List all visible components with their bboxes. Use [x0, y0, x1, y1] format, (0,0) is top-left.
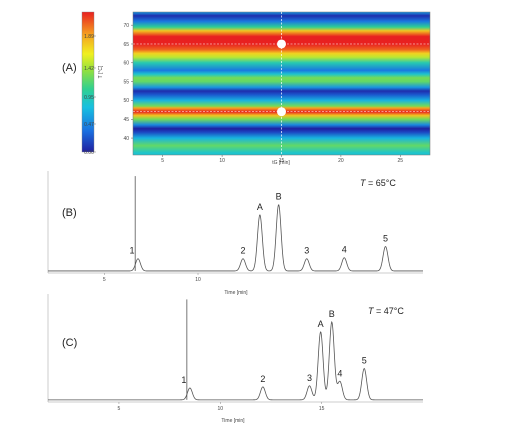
x-tick-label: 10 — [218, 406, 224, 412]
x-tick-label: 15 — [319, 406, 325, 412]
chromatogram-c: 5 10 15 1 2 3 AB 4 5 — [47, 294, 423, 412]
panel-a: (A) 1.89 1.42 0.95 0.47 0.00 40 45 50 55 60 65 70 5… — [62, 11, 431, 166]
colorbar-tick-label: 1.89 — [84, 34, 94, 40]
peak-label: 1 — [181, 375, 186, 385]
panel-c: (C) 5 10 15 1 2 3 AB 4 5 Time [min] T = 47°C — [47, 294, 423, 424]
panel-c-label: (C) — [62, 337, 77, 349]
temp-var-b: T — [360, 178, 367, 188]
chromatogram-c-annotation: T = 47°C — [368, 306, 404, 316]
signal-trace — [48, 204, 423, 272]
peak-label: A — [318, 319, 324, 329]
heatmap-xtick-label: 15 — [279, 158, 285, 164]
temp-value-c: = 47°C — [374, 306, 405, 316]
heatmap-ytick-label: 70 — [123, 23, 129, 29]
temp-var-c: T — [368, 306, 375, 316]
chromatogram-b-annotation: T = 65°C — [360, 178, 396, 188]
heatmap-ytick-label: 45 — [123, 117, 129, 123]
colorbar-tick-label: 0.95 — [84, 95, 94, 101]
signal-trace — [48, 320, 423, 401]
chromatogram-c-xlabel: Time [min] — [221, 418, 245, 424]
optimum-marker — [277, 107, 286, 117]
peak-label: B — [329, 309, 335, 319]
heatmap-xtick-label: 25 — [398, 158, 404, 164]
heatmap-ytick-label: 60 — [123, 61, 129, 67]
x-tick-label: 5 — [118, 406, 121, 412]
panel-a-label: (A) — [62, 62, 77, 74]
colorbar-tick-label: 0.00 — [84, 150, 94, 156]
heatmap-xtick-label: 10 — [219, 158, 225, 164]
panel-b-label: (B) — [62, 207, 77, 219]
heatmap-xlabel: tG [min] — [272, 160, 290, 166]
peak-label: 5 — [383, 233, 388, 243]
peak-label: 4 — [342, 245, 347, 255]
heatmap-xtick-label: 5 — [161, 158, 164, 164]
panel-b: (B) 5 10 1 2 A B 3 4 5 Time [min] T = 65°C — [47, 171, 423, 296]
peak-label: B — [276, 192, 282, 202]
peak-label: 4 — [337, 368, 342, 378]
peak-label: 1 — [129, 246, 134, 256]
heatmap-ylabel: T [°C] — [98, 65, 104, 78]
peak-label: 3 — [307, 373, 312, 383]
peak-label: A — [257, 202, 263, 212]
x-tick-label: 5 — [103, 277, 106, 283]
colorbar-ticks: 1.89 1.42 0.95 0.47 0.00 — [84, 34, 96, 156]
heatmap-ytick-label: 65 — [123, 42, 129, 48]
peak-label: 2 — [260, 374, 265, 384]
heatmap-ytick-label: 50 — [123, 98, 129, 104]
x-tick-label: 10 — [195, 277, 201, 283]
optimum-marker — [277, 39, 286, 49]
peak-label: 3 — [304, 246, 309, 256]
chromatogram-b-xlabel: Time [min] — [224, 290, 248, 296]
colorbar — [81, 11, 95, 153]
heatmap-axes: 40 45 50 55 60 65 70 5 10 15 20 25 — [123, 23, 403, 164]
colorbar-tick-label: 0.47 — [84, 122, 94, 128]
crosshair — [133, 12, 430, 155]
chromatogram-b: 5 10 1 2 A B 3 4 5 — [47, 171, 423, 283]
peak-label: 2 — [240, 246, 245, 256]
heatmap-xtick-label: 20 — [338, 158, 344, 164]
peak-label: 5 — [362, 356, 367, 366]
heatmap-ytick-label: 40 — [123, 136, 129, 142]
temp-value-b: = 65°C — [366, 178, 397, 188]
colorbar-tick-label: 1.42 — [84, 66, 94, 72]
heatmap-ytick-label: 55 — [123, 79, 129, 85]
